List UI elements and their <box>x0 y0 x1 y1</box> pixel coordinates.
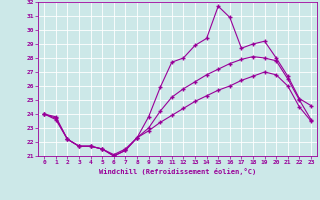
X-axis label: Windchill (Refroidissement éolien,°C): Windchill (Refroidissement éolien,°C) <box>99 168 256 175</box>
